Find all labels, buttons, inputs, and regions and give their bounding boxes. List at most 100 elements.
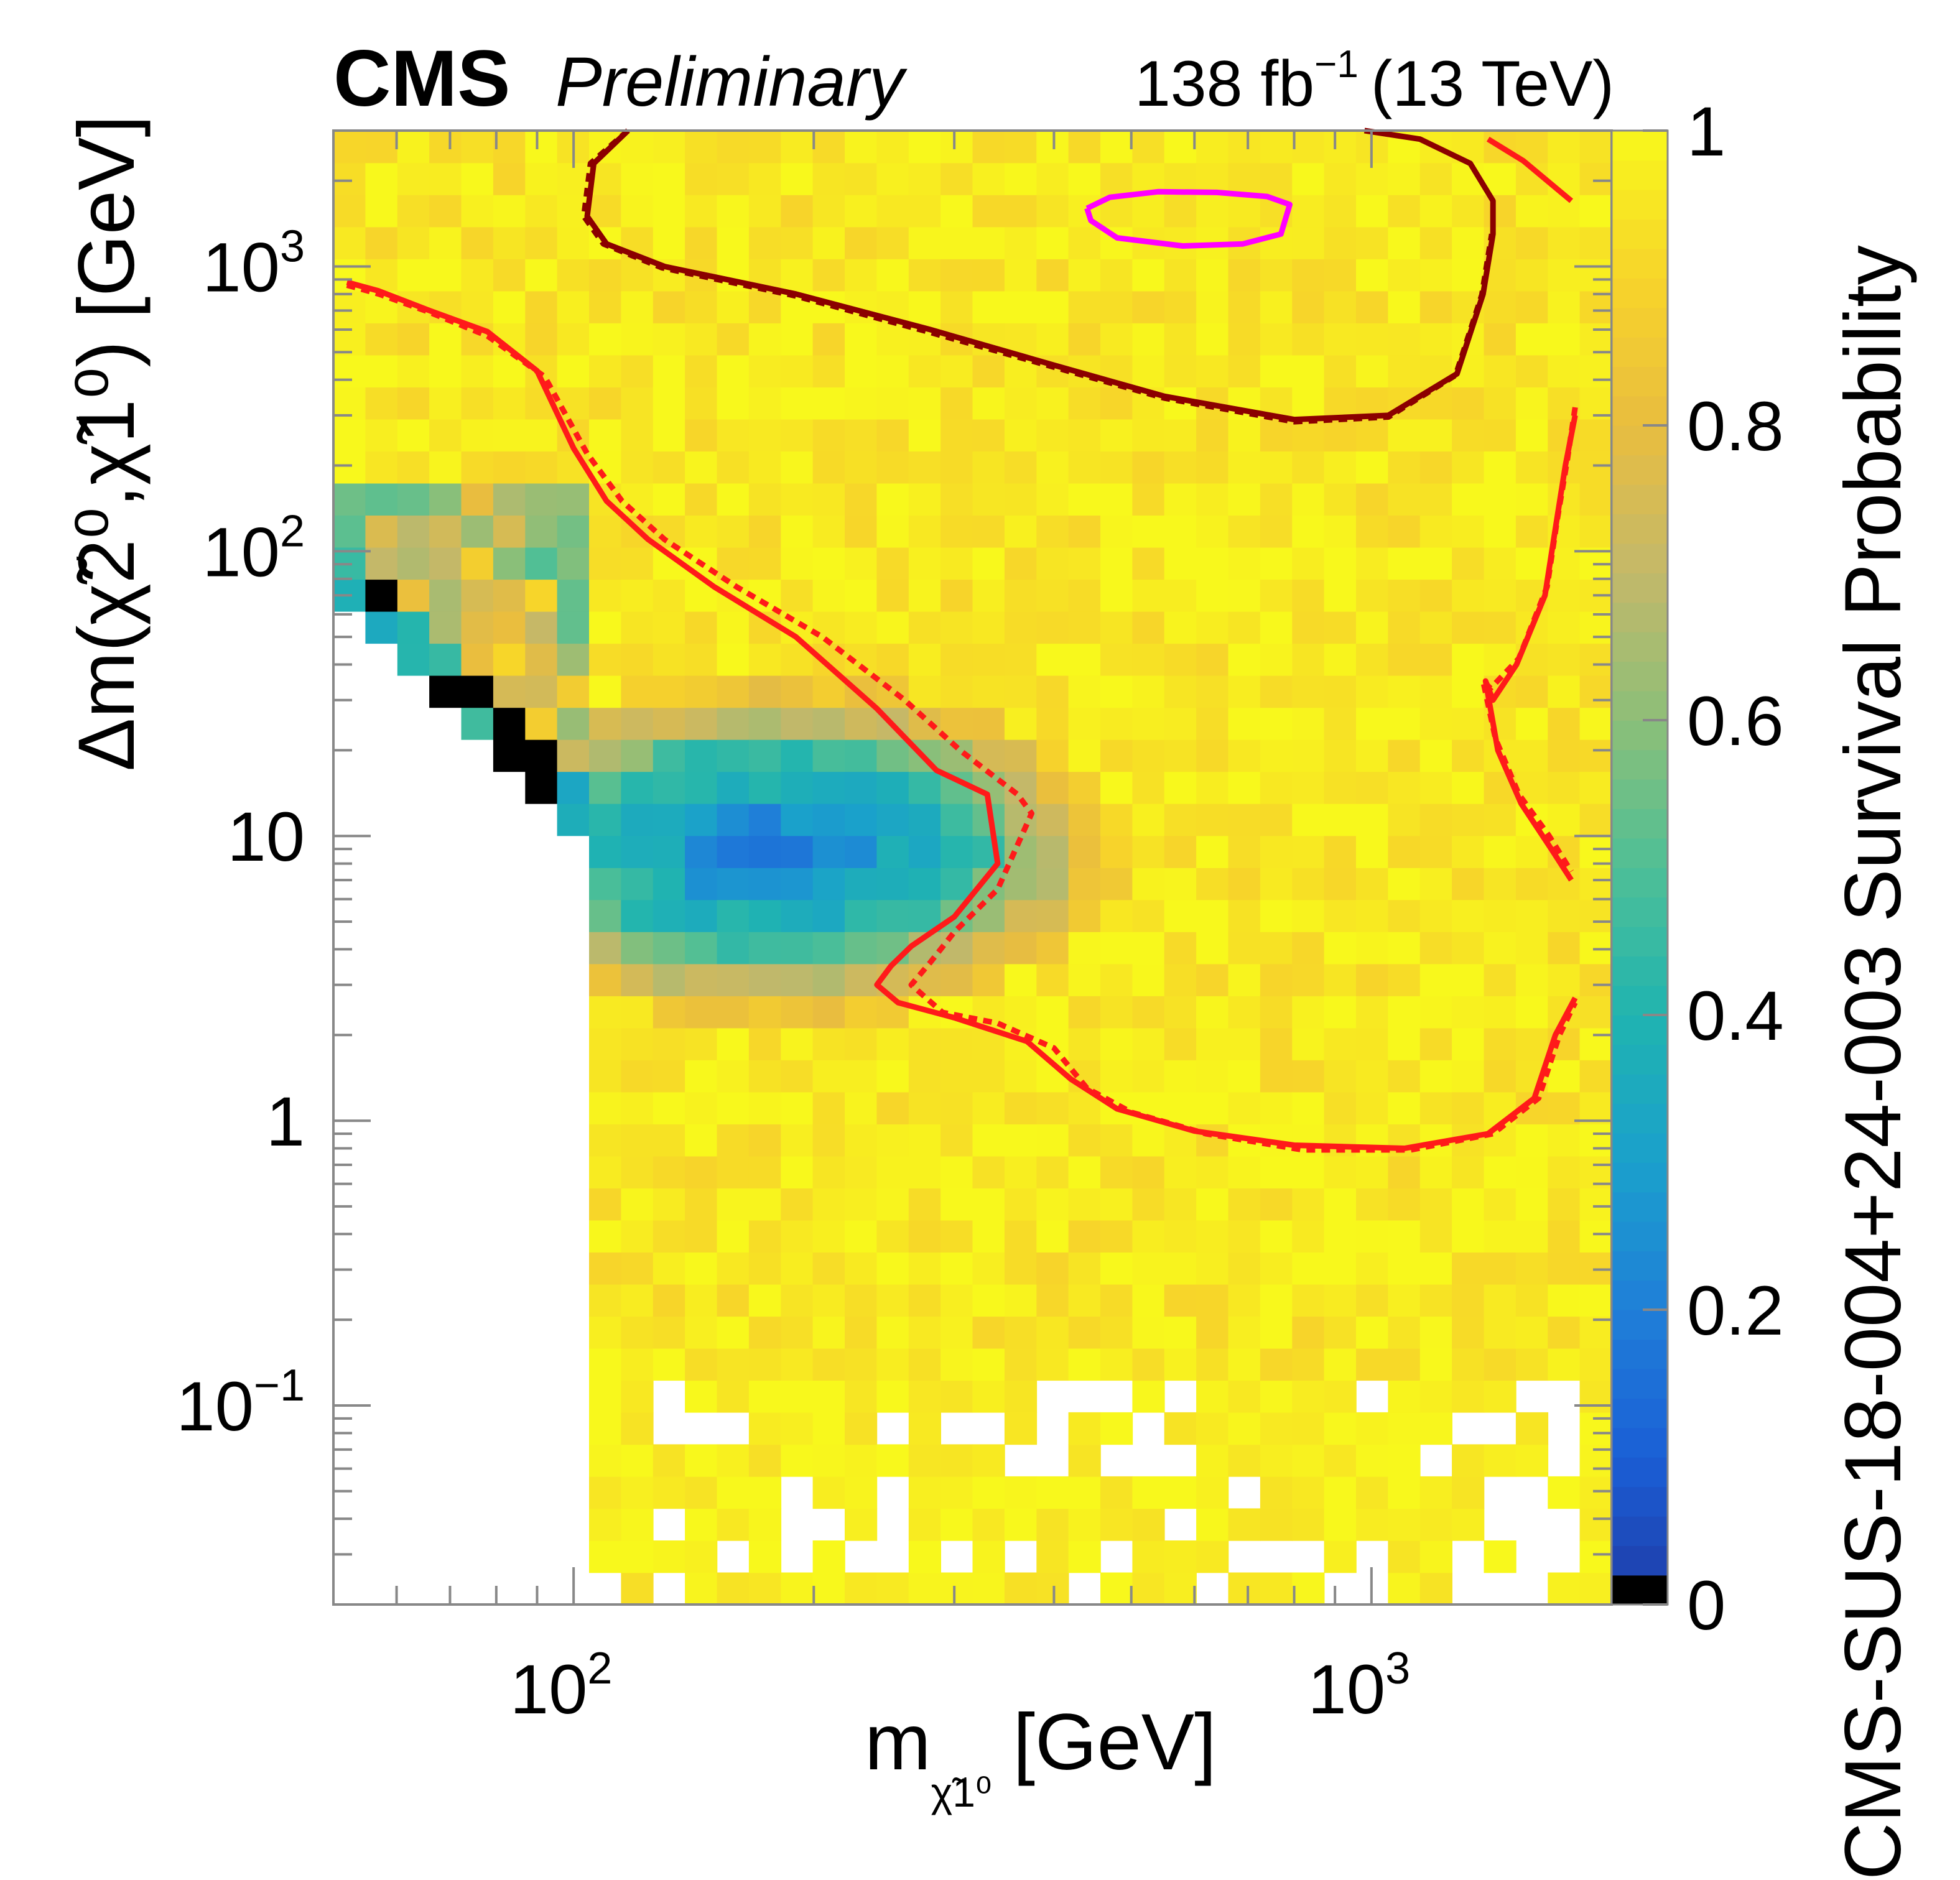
heatmap-cell [1292, 451, 1325, 484]
heatmap-cell [1228, 1027, 1261, 1060]
colorbar-band [1612, 455, 1668, 485]
heatmap-cell [621, 996, 654, 1029]
heatmap-cell [1579, 868, 1612, 901]
heatmap-cell [812, 1060, 845, 1093]
heatmap-cell [1068, 1476, 1101, 1509]
contour-dotted [581, 128, 1495, 425]
heatmap-cell [685, 1540, 718, 1573]
heatmap-cell [621, 354, 654, 387]
colorbar-band [1612, 926, 1668, 956]
heatmap-cell [1388, 707, 1421, 740]
heatmap-cell [972, 1220, 1005, 1253]
heatmap-cell [941, 643, 973, 676]
heatmap-cell [1324, 483, 1357, 516]
heatmap-cell [589, 323, 622, 356]
heatmap-cell [621, 1444, 654, 1477]
heatmap-cell [1132, 1380, 1165, 1413]
heatmap-cell [876, 483, 909, 516]
heatmap-cell [812, 739, 845, 772]
heatmap-cell [1324, 1060, 1357, 1093]
heatmap-cell [557, 354, 590, 387]
heatmap-cell [397, 547, 430, 580]
colorbar-band [1612, 160, 1668, 190]
heatmap-cell [941, 1508, 973, 1541]
heatmap-cell [781, 1348, 814, 1381]
heatmap-cell [717, 195, 750, 228]
heatmap-cell [1036, 290, 1069, 323]
heatmap-cell [1196, 899, 1229, 932]
z-tick-label: 0.2 [1687, 1272, 1784, 1350]
heatmap-cell [557, 707, 590, 740]
heatmap-cell [908, 1380, 941, 1413]
heatmap-cell [876, 515, 909, 548]
heatmap-cell [1068, 1444, 1101, 1477]
heatmap-cell [1100, 996, 1133, 1029]
heatmap-cell [1164, 932, 1197, 965]
heatmap-cell [1452, 1188, 1485, 1221]
z-tick-label: 0.4 [1687, 977, 1784, 1055]
heatmap-cell [845, 515, 878, 548]
heatmap-cell [1004, 771, 1038, 804]
heatmap-cell [333, 226, 366, 259]
colorbar-band [1612, 1192, 1668, 1222]
heatmap-cell [1228, 707, 1261, 740]
heatmap-cell [1100, 963, 1133, 996]
heatmap-cell [365, 162, 398, 195]
heatmap-cell [1164, 643, 1197, 676]
heatmap-cell [397, 451, 430, 484]
heatmap-cell [941, 1124, 973, 1157]
heatmap-cell [1548, 131, 1581, 164]
heatmap-cell [972, 899, 1005, 932]
heatmap-cell [1356, 323, 1389, 356]
heatmap-cell [1484, 451, 1516, 484]
heatmap-cell [1388, 1220, 1421, 1253]
heatmap-cell [1548, 1155, 1581, 1188]
heatmap-cell [1068, 387, 1101, 420]
heatmap-cell [717, 290, 750, 323]
heatmap-cell [1036, 1540, 1069, 1573]
x-tick-label: 102 [510, 1644, 613, 1728]
heatmap-cell [1228, 195, 1261, 228]
heatmap-cell [1356, 1284, 1389, 1317]
heatmap-cell [557, 771, 590, 804]
heatmap-cell [1515, 1252, 1549, 1285]
heatmap-cell [1164, 963, 1197, 996]
heatmap-cell [1292, 515, 1325, 548]
heatmap-cell [941, 547, 973, 580]
heatmap-cell [1484, 1060, 1516, 1093]
heatmap-cell [1068, 1252, 1101, 1285]
x-axis-title: mχ̃1⁰ [GeV] [865, 1698, 1217, 1815]
heatmap-cell [1004, 1348, 1038, 1381]
heatmap-cell [908, 162, 941, 195]
heatmap-cell [333, 323, 366, 356]
heatmap-cell [1196, 579, 1229, 612]
heatmap-cell [1452, 195, 1485, 228]
heatmap-cell [1515, 354, 1549, 387]
heatmap-cell [1419, 547, 1452, 580]
heatmap-cell [1548, 259, 1581, 292]
heatmap-cell [1388, 675, 1421, 708]
heatmap-cell [653, 1060, 685, 1093]
heatmap-cell [1164, 547, 1197, 580]
colorbar-band [1612, 514, 1668, 544]
heatmap-cell [1100, 1252, 1133, 1285]
heatmap-cell [1164, 803, 1197, 836]
heatmap-cell [781, 1444, 814, 1477]
heatmap-cell [908, 1060, 941, 1093]
heatmap-cell [557, 547, 590, 580]
heatmap-cell [1164, 579, 1197, 612]
heatmap-cell [748, 1316, 782, 1349]
heatmap-cell [845, 868, 878, 901]
heatmap-cell [653, 835, 685, 868]
heatmap-cell [1164, 771, 1197, 804]
heatmap-cell [525, 643, 558, 676]
heatmap-cell [1419, 1220, 1452, 1253]
heatmap-cell [525, 259, 558, 292]
heatmap-cell [812, 547, 845, 580]
heatmap-cell [1100, 1027, 1133, 1060]
heatmap-cell [333, 162, 366, 195]
heatmap-cell [461, 547, 494, 580]
heatmap-cell [1579, 739, 1612, 772]
heatmap-cell [1260, 419, 1293, 451]
heatmap-cell [812, 451, 845, 484]
